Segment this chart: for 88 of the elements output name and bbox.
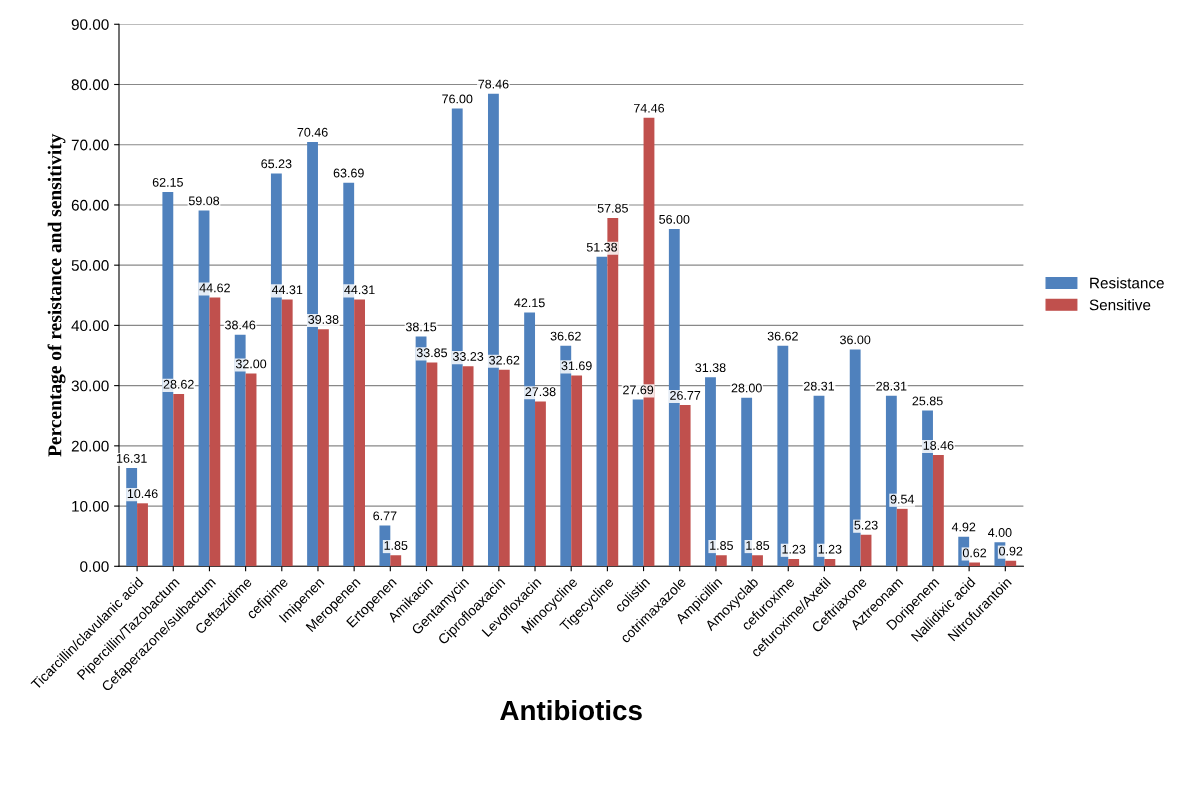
x-axis-title: Antibiotics (500, 699, 642, 721)
y-tick-label: 50.00 (71, 260, 109, 271)
data-label: 1.23 (818, 544, 842, 554)
y-tick-label: 0.00 (80, 561, 109, 572)
data-label: 1.85 (384, 541, 408, 550)
bar (245, 373, 257, 567)
data-label: 44.31 (271, 285, 303, 295)
data-label: 36.62 (767, 331, 798, 341)
data-label: 39.38 (308, 315, 339, 324)
data-label: 5.23 (854, 520, 878, 530)
y-tick-label: 60.00 (71, 199, 109, 211)
bar (932, 455, 944, 567)
bar (679, 405, 691, 567)
data-label: 42.15 (514, 298, 545, 308)
bar (426, 362, 438, 567)
data-label: 26.77 (670, 390, 701, 400)
data-label: 51.38 (586, 242, 618, 252)
data-label: 0.62 (962, 548, 987, 558)
bar (752, 555, 763, 567)
data-label: 62.15 (152, 177, 183, 187)
bar (173, 393, 185, 567)
data-label: 1.85 (746, 541, 770, 550)
data-label: 65.23 (261, 159, 292, 169)
bar (824, 558, 836, 567)
data-label: 31.38 (695, 363, 726, 373)
data-label: 27.38 (525, 387, 556, 397)
data-label: 9.54 (890, 494, 915, 504)
y-tick-label: 80.00 (71, 79, 109, 91)
data-label: 18.46 (923, 441, 954, 450)
bar (390, 555, 402, 567)
legend-label: Sensitive (1089, 299, 1151, 311)
y-tick-label: 20.00 (71, 440, 109, 452)
data-label: 56.00 (659, 214, 690, 224)
data-label: 4.92 (951, 522, 976, 532)
data-label: 28.62 (163, 379, 194, 389)
data-label: 33.85 (416, 348, 448, 358)
bar (715, 555, 727, 567)
bar (498, 369, 510, 567)
bar (571, 375, 583, 567)
bar (317, 329, 329, 567)
data-label: 10.46 (127, 489, 158, 499)
bar (462, 366, 474, 567)
y-tick-label: 10.00 (72, 500, 109, 512)
bar (281, 299, 293, 567)
data-label: 31.69 (561, 361, 592, 371)
data-label: 44.62 (199, 283, 230, 293)
bar (788, 558, 800, 567)
bar (354, 299, 365, 567)
bar (535, 401, 546, 567)
data-label: 38.46 (225, 320, 256, 330)
data-label: 36.00 (840, 335, 871, 345)
data-label: 78.46 (478, 79, 509, 89)
data-label: 16.31 (116, 453, 147, 463)
data-label: 70.46 (297, 127, 328, 137)
data-label: 32.00 (235, 359, 267, 369)
data-label: 25.85 (912, 396, 943, 406)
data-label: 28.00 (731, 383, 762, 393)
y-axis-title: Percentage of resistance and sensitivity (47, 133, 66, 457)
y-tick-label: 30.00 (71, 380, 109, 392)
legend-label: Resistance (1090, 277, 1164, 289)
data-label: 0.92 (999, 546, 1023, 556)
data-label: 36.62 (550, 331, 581, 341)
data-label: 1.85 (710, 541, 733, 550)
y-tick-label: 40.00 (71, 320, 109, 332)
bar (632, 399, 644, 567)
data-label: 28.31 (876, 381, 907, 391)
data-label: 44.31 (344, 285, 375, 295)
y-tick-label: 70.00 (71, 139, 109, 151)
data-label: 27.69 (623, 385, 654, 395)
data-label: 63.69 (333, 168, 364, 178)
bar (860, 534, 872, 567)
bar (596, 256, 608, 567)
data-label: 57.85 (597, 203, 628, 213)
data-label: 6.77 (373, 511, 397, 521)
bar (209, 297, 221, 567)
data-label: 38.15 (405, 322, 437, 332)
data-label: 32.62 (489, 355, 520, 365)
data-label: 76.00 (442, 94, 473, 104)
y-tick-label: 90.00 (71, 19, 109, 30)
data-label: 74.46 (633, 103, 665, 113)
data-label: 33.23 (452, 352, 484, 361)
bar (896, 508, 908, 567)
data-label: 28.31 (804, 381, 835, 391)
bar (137, 503, 148, 567)
data-label: 59.08 (188, 196, 220, 206)
data-label: 1.23 (782, 544, 806, 554)
bar (1005, 560, 1017, 567)
data-label: 4.00 (988, 528, 1012, 537)
